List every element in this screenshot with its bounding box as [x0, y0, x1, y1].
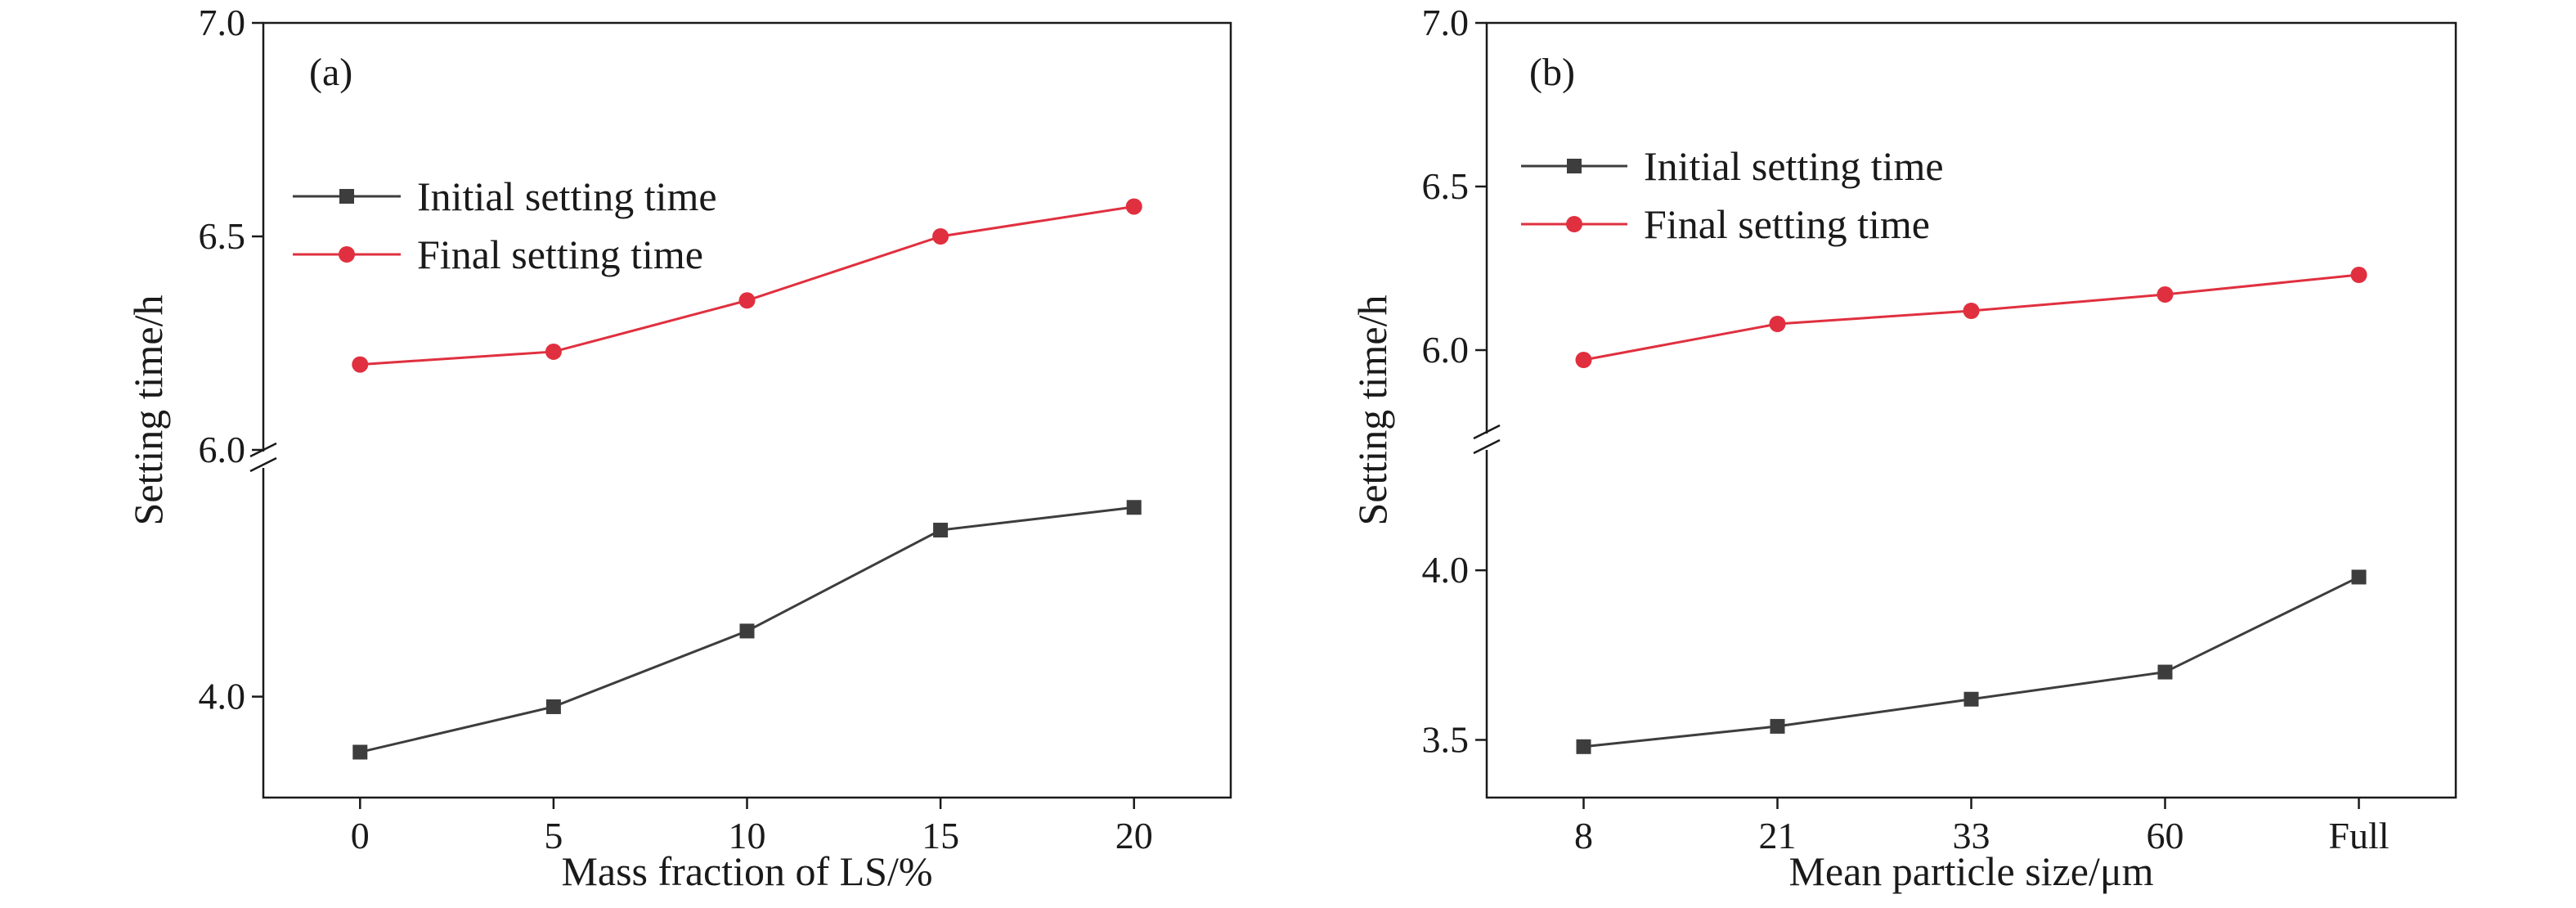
data-point-square	[933, 523, 949, 538]
axis-break-mark	[1473, 424, 1501, 440]
y-tick-label: 3.5	[1422, 719, 1470, 761]
legend-label: Final setting time	[417, 231, 703, 277]
legend-marker-square	[1567, 159, 1582, 173]
x-axis-title: Mass fraction of LS/%	[561, 848, 932, 894]
data-point-square	[1770, 718, 1785, 734]
y-tick-label: 4.0	[199, 676, 246, 717]
legend-label: Initial setting time	[1644, 143, 1944, 189]
data-point-square	[545, 699, 561, 714]
data-point-circle	[738, 292, 756, 309]
y-axis-title: Setting time/h	[125, 295, 171, 526]
x-tick-label: 20	[1115, 815, 1153, 856]
x-tick-label: Full	[2328, 815, 2389, 856]
y-tick-label: 4.0	[1422, 549, 1470, 591]
x-tick-label: 10	[729, 815, 766, 856]
y-axis-title: Setting time/h	[1349, 295, 1395, 526]
data-point-circle	[2350, 267, 2367, 283]
legend-marker-square	[339, 189, 354, 204]
data-point-circle	[1125, 198, 1142, 215]
data-point-circle	[1575, 352, 1592, 368]
data-point-square	[2157, 664, 2173, 680]
axis-break-mark	[249, 456, 277, 473]
series-line	[1583, 576, 2360, 748]
x-tick-label: 15	[922, 815, 959, 856]
series-line	[360, 205, 1134, 366]
plot-frame	[1485, 21, 2457, 799]
panel-b-chart: 3.5 4.0 6.0 6.5 7.0 8 21 33 60 Full Mean particle …	[1349, 2, 2457, 894]
data-point-square	[739, 623, 755, 639]
x-tick-label: 8	[1574, 815, 1593, 856]
data-point-circle	[1769, 316, 1786, 332]
y-tick-label: 7.0	[1422, 2, 1470, 43]
x-tick-label: 21	[1759, 815, 1797, 856]
x-axis-title: Mean particle size/μm	[1788, 848, 2153, 894]
data-point-square	[1576, 739, 1591, 754]
x-tick-label: 5	[544, 815, 563, 856]
panel-a-chart: 4.0 6.0 6.5 7.0 0 5 10 15 20 Mass fraction of LS/…	[125, 2, 1232, 894]
panel-label: (b)	[1529, 51, 1575, 94]
legend-marker-circle	[1566, 216, 1582, 232]
panel-label: (a)	[309, 51, 352, 94]
y-tick-label: 7.0	[199, 2, 246, 43]
data-point-circle	[545, 343, 562, 360]
data-point-circle	[352, 356, 369, 373]
legend-marker-circle	[339, 246, 355, 263]
y-tick-label: 6.5	[1422, 165, 1470, 207]
data-point-square	[2351, 569, 2367, 585]
data-point-square	[352, 744, 368, 760]
data-point-square	[1963, 691, 1979, 707]
legend-label: Final setting time	[1644, 201, 1930, 247]
x-tick-label: 60	[2147, 815, 2184, 856]
axis-break-mark	[1473, 438, 1501, 455]
data-point-circle	[1963, 303, 1980, 319]
data-point-circle	[2156, 286, 2174, 303]
y-tick-label: 6.0	[1422, 329, 1470, 371]
data-point-square	[1126, 500, 1142, 515]
legend-label: Initial setting time	[417, 173, 717, 219]
plot-frame	[262, 21, 1232, 799]
x-tick-label: 0	[351, 815, 370, 856]
y-tick-label: 6.5	[199, 215, 246, 257]
x-tick-label: 33	[1953, 815, 1990, 856]
y-tick-label: 6.0	[199, 429, 246, 470]
data-point-circle	[932, 228, 949, 245]
